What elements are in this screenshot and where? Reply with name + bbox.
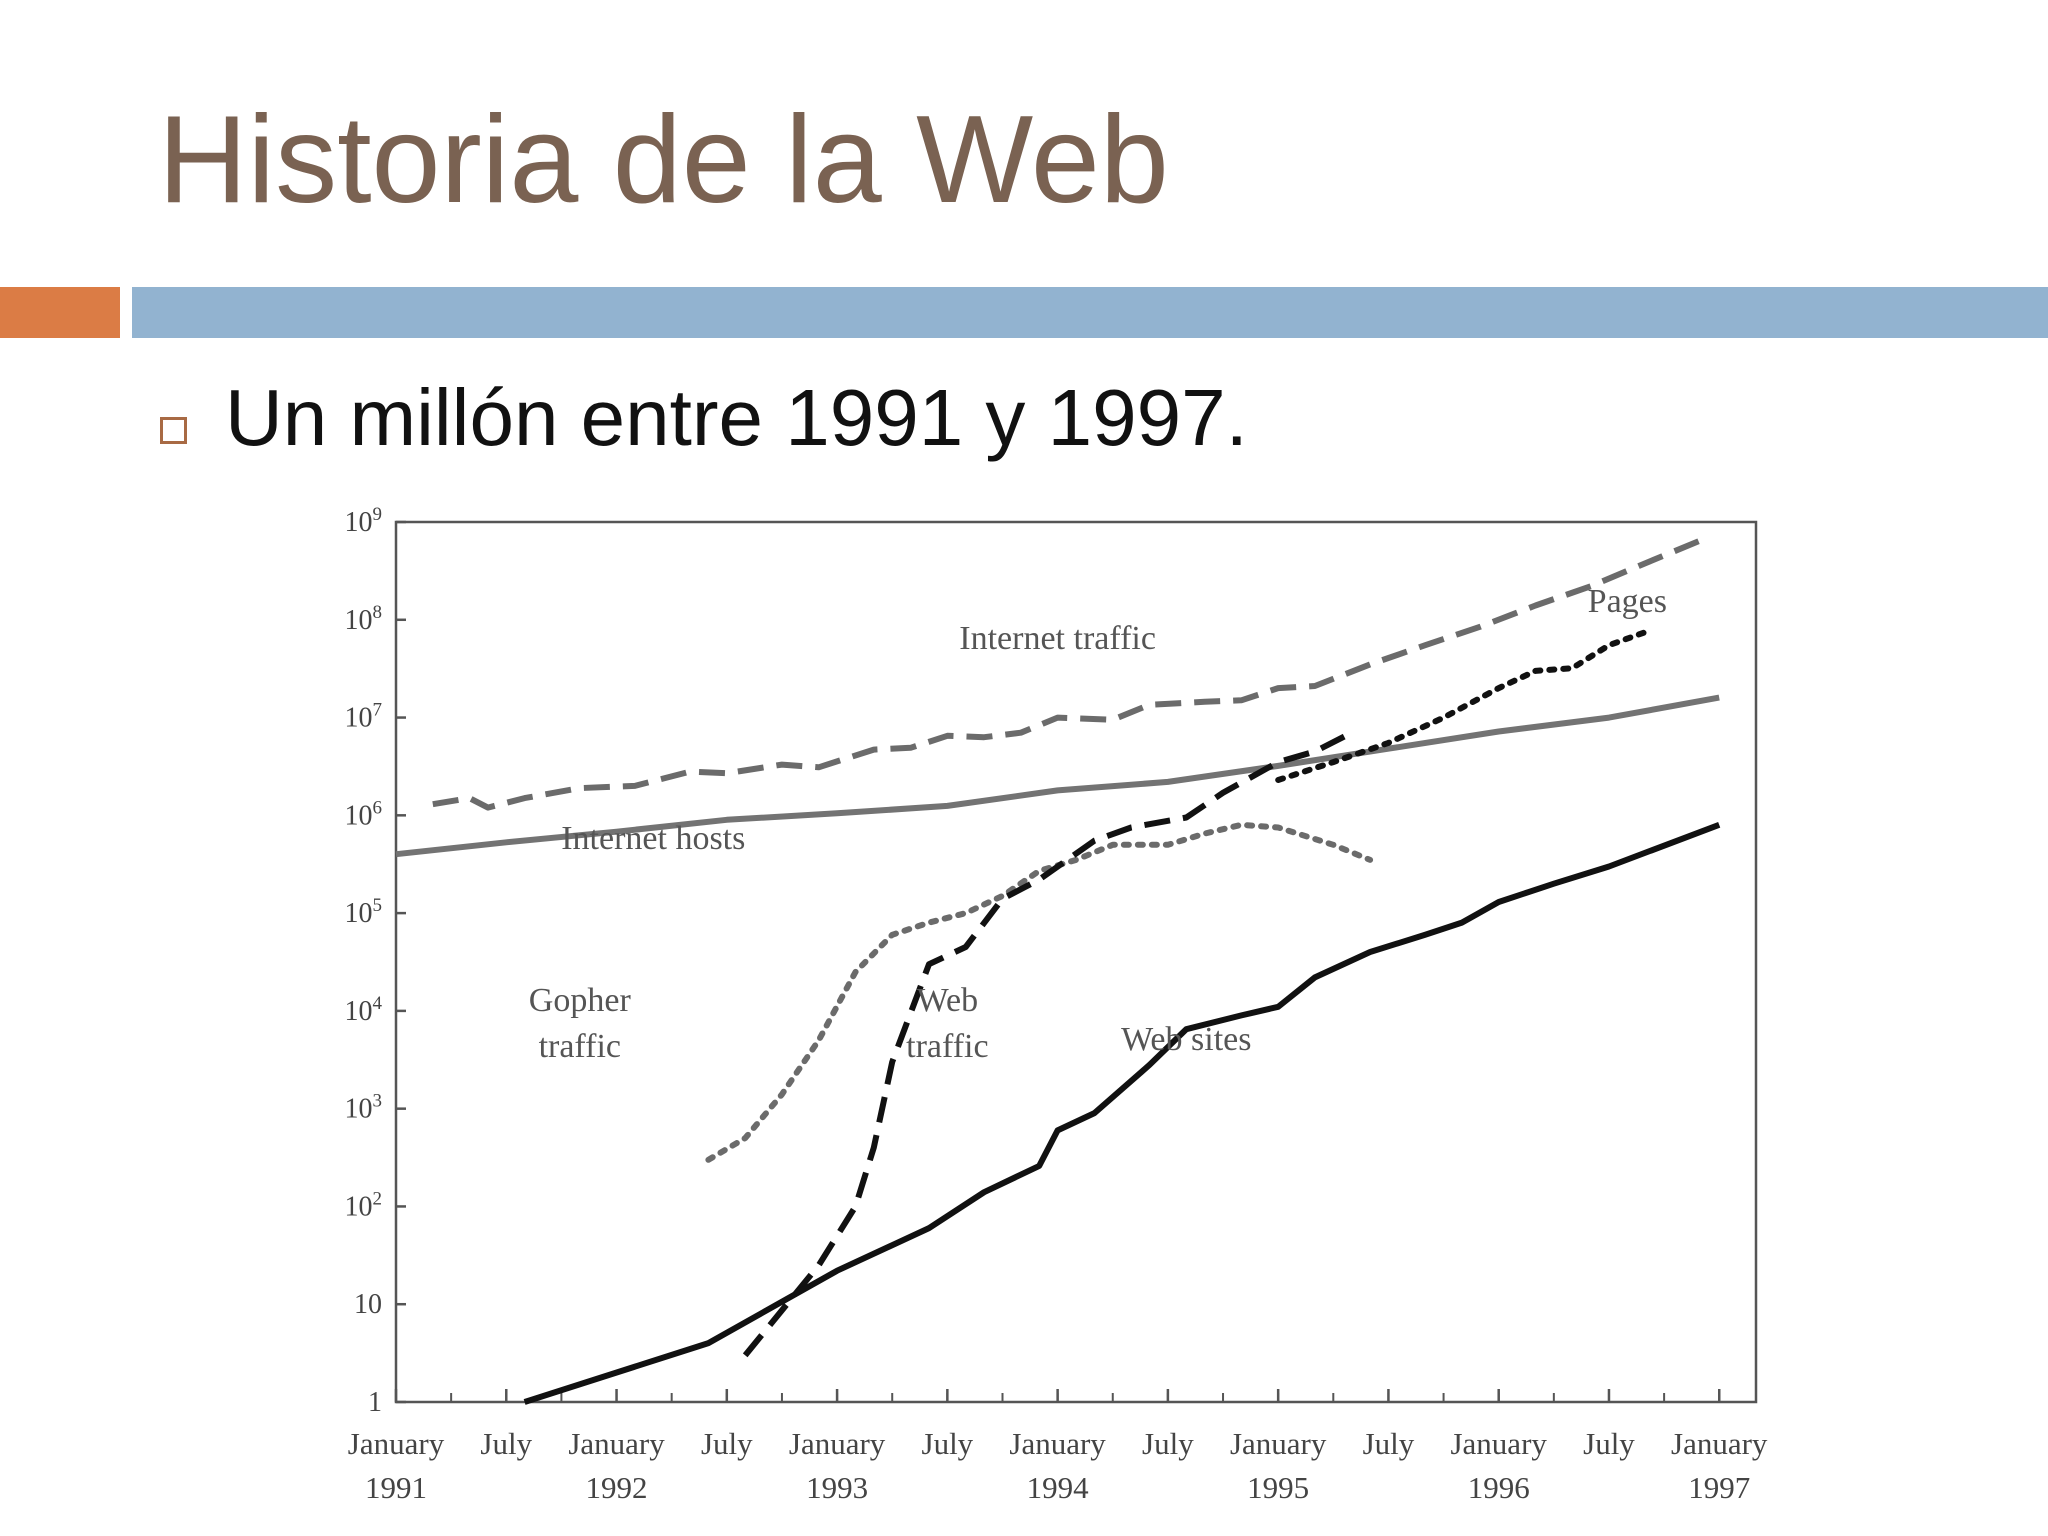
internet-hosts-series-label: Internet hosts bbox=[561, 820, 745, 857]
web-traffic-series-label: Web bbox=[917, 982, 978, 1019]
web-growth-chart: 1 10 102 103 104 105 106 107 108 109 January 1991 Ju… bbox=[345, 504, 1768, 1505]
web-traffic-series-label: traffic bbox=[906, 1028, 988, 1065]
slide-title: Historia de la Web bbox=[158, 91, 1169, 229]
x-tick-year-label: 1997 bbox=[1688, 1470, 1750, 1505]
x-tick-year-label: 1993 bbox=[806, 1470, 868, 1505]
x-tick-label: January bbox=[789, 1426, 886, 1461]
square-bullet-icon bbox=[160, 416, 187, 444]
internet-hosts-series-line bbox=[395, 694, 1720, 858]
plot-frame bbox=[394, 520, 1758, 1404]
title-accent-bar bbox=[0, 287, 120, 338]
x-tick-label: July bbox=[922, 1426, 974, 1461]
web-traffic-series-line bbox=[742, 730, 1354, 1358]
x-tick-year-label: 1995 bbox=[1247, 1470, 1309, 1505]
web-sites-series-line bbox=[523, 821, 1721, 1405]
y-tick-label: 102 bbox=[345, 1188, 383, 1222]
gopher-traffic-series-label: Gopher bbox=[529, 982, 632, 1019]
y-tick-label: 106 bbox=[345, 797, 383, 831]
gopher-traffic-series-line bbox=[705, 821, 1374, 1163]
x-tick-label: July bbox=[480, 1426, 532, 1461]
x-tick-label: January bbox=[1671, 1426, 1768, 1461]
x-tick-year-label: 1991 bbox=[365, 1470, 427, 1505]
internet-traffic-series-line bbox=[432, 537, 1703, 811]
x-tick-label: July bbox=[1583, 1426, 1635, 1461]
y-tick-label: 1 bbox=[368, 1387, 382, 1418]
y-tick-label: 105 bbox=[345, 895, 383, 929]
internet-traffic-series-label: Internet traffic bbox=[959, 620, 1156, 657]
title-rule-bar bbox=[132, 287, 2048, 338]
y-tick-label: 10 bbox=[354, 1289, 382, 1320]
web-sites-series-label: Web sites bbox=[1121, 1021, 1251, 1058]
bullet-item: Un millón entre 1991 y 1997. bbox=[160, 372, 1248, 464]
y-tick-label: 107 bbox=[345, 700, 383, 734]
x-tick-year-label: 1992 bbox=[586, 1470, 648, 1505]
pages-series-line bbox=[1275, 629, 1649, 783]
y-tick-label: 109 bbox=[345, 504, 383, 538]
bullet-text: Un millón entre 1991 y 1997. bbox=[225, 373, 1248, 462]
x-tick-label: July bbox=[1363, 1426, 1415, 1461]
gopher-traffic-series-label: traffic bbox=[539, 1028, 621, 1065]
x-tick-label: January bbox=[1230, 1426, 1327, 1461]
x-tick-year-label: 1996 bbox=[1468, 1470, 1530, 1505]
x-tick-label: July bbox=[1142, 1426, 1194, 1461]
y-tick-label: 103 bbox=[345, 1091, 383, 1125]
x-tick-year-label: 1994 bbox=[1027, 1470, 1090, 1505]
x-tick-label: January bbox=[568, 1426, 665, 1461]
x-tick-label: July bbox=[701, 1426, 753, 1461]
x-tick-label: January bbox=[1450, 1426, 1547, 1461]
y-tick-label: 108 bbox=[345, 602, 383, 636]
x-tick-label: January bbox=[348, 1426, 445, 1461]
y-tick-label: 104 bbox=[345, 993, 383, 1027]
pages-series-label: Pages bbox=[1588, 583, 1667, 620]
x-tick-label: January bbox=[1009, 1426, 1106, 1461]
